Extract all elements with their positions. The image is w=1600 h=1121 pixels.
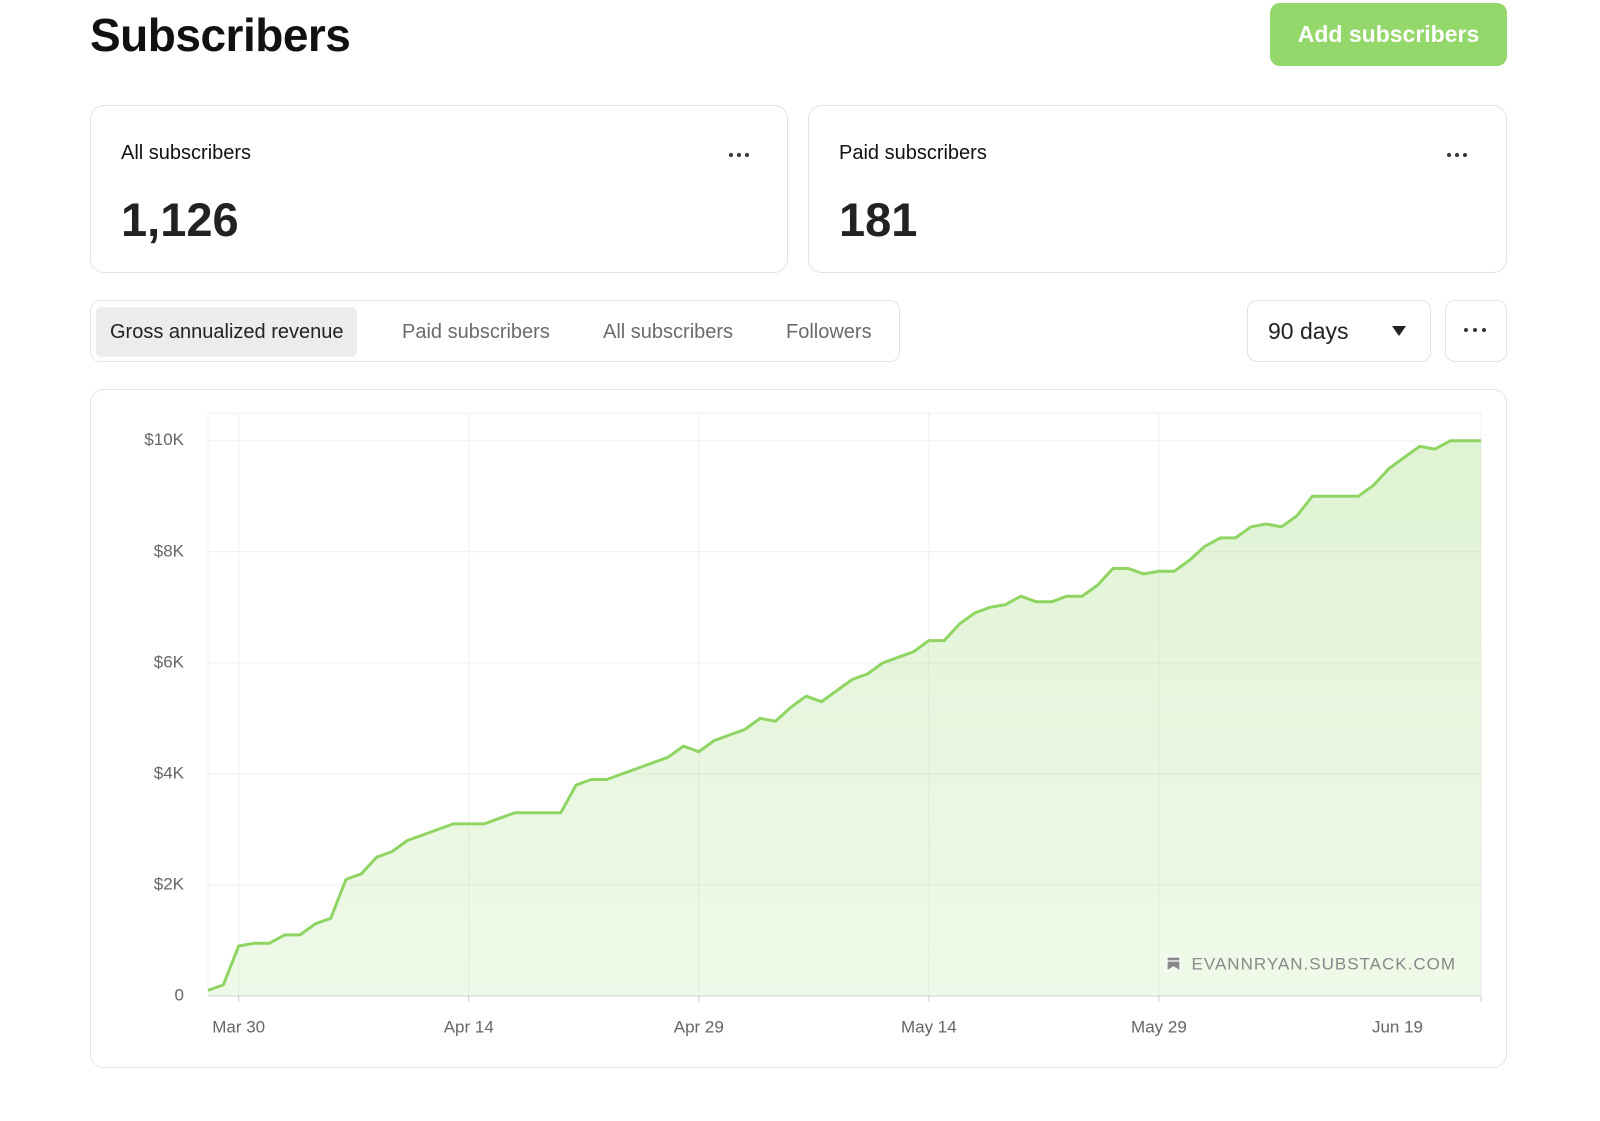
tab[interactable]: Gross annualized revenue [96, 307, 358, 357]
x-tick-label: Mar 30 [212, 1017, 265, 1036]
stat-value: 181 [839, 193, 918, 246]
y-tick-label: $6K [154, 652, 185, 671]
x-tick-label: Apr 14 [444, 1017, 494, 1036]
range-dropdown[interactable]: 90 days [1247, 300, 1431, 362]
watermark-icon [1166, 956, 1181, 973]
page-title: Subscribers [90, 9, 351, 61]
x-tick-label: Jun 19 [1372, 1017, 1423, 1036]
x-tick-label: Apr 29 [674, 1017, 724, 1036]
y-tick-label: $10K [144, 430, 184, 449]
watermark: EVANNRYAN.SUBSTACK.COM [1192, 954, 1456, 973]
y-tick-label: $2K [154, 874, 185, 893]
tab[interactable]: Paid subscribers [402, 321, 550, 343]
line [207, 439, 1481, 992]
y-tick-label: $4K [154, 763, 185, 782]
tab[interactable]: All subscribers [603, 321, 734, 343]
dropdown-arrow [1392, 326, 1406, 336]
tab-bar: Gross annualized revenue Paid subscriber… [90, 300, 900, 362]
x-tick-label: May 14 [901, 1017, 957, 1036]
area-fill [208, 440, 1481, 996]
tab[interactable]: Followers [786, 321, 872, 343]
y-tick-label: 0 [175, 985, 184, 1004]
more-menu[interactable] [1447, 153, 1467, 157]
x-tick-label: May 29 [1131, 1017, 1187, 1036]
chart-menu[interactable] [1445, 300, 1507, 362]
range-label: 90 days [1268, 318, 1349, 344]
stat-value: 1,126 [121, 193, 239, 246]
stat-label: Paid subscribers [839, 142, 987, 164]
stat-card: Paid subscribers 181 [808, 105, 1507, 273]
more-menu[interactable] [729, 153, 749, 157]
add-subscribers-button[interactable]: Add subscribers [1270, 3, 1507, 66]
stat-card: All subscribers 1,126 [90, 105, 788, 273]
y-tick-label: $8K [154, 541, 185, 560]
stat-label: All subscribers [121, 142, 252, 164]
